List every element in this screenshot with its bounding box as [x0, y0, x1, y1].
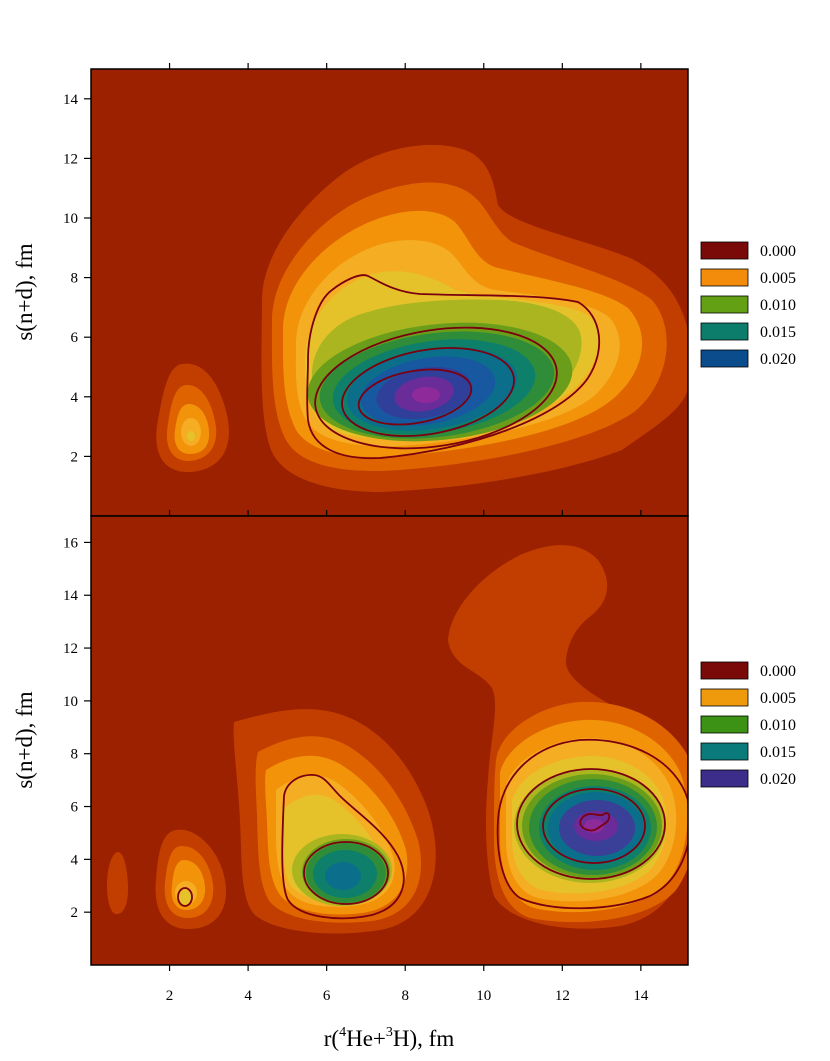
bottom-right-peak — [448, 545, 688, 929]
bottom-contour-line-right-3 — [542, 788, 646, 864]
bottom-middle-peak — [233, 709, 436, 934]
top-y-tick-label-14: 14 — [63, 92, 79, 108]
bottom-legend-swatch-0 — [700, 661, 749, 680]
bottom-contour-line-small — [177, 887, 193, 907]
top-small-peak — [156, 363, 229, 473]
top-legend-label-2: 0.010 — [760, 297, 796, 314]
bottom-y-axis: 2 4 6 8 10 12 14 16 — [63, 535, 91, 921]
top-contour-fill — [156, 145, 688, 492]
bottom-y-tick-label-14: 14 — [63, 588, 79, 604]
bottom-x-tick-label-2: 2 — [166, 988, 174, 1004]
bottom-x-tick-label-4: 4 — [244, 988, 252, 1004]
top-legend-swatch-0 — [700, 241, 749, 260]
bottom-contour-line-right-4 — [579, 812, 611, 832]
top-contour-line-2 — [314, 326, 558, 450]
top-contour-line-3 — [341, 347, 515, 437]
bottom-contour-fill — [107, 545, 688, 934]
top-y-tick-label-2: 2 — [71, 449, 79, 465]
bottom-x-tick-label-6: 6 — [323, 988, 331, 1004]
bottom-x-tick-label-14: 14 — [633, 988, 649, 1004]
bottom-contour-line-right-2 — [516, 768, 666, 880]
bottom-contour-line-right-outer — [496, 738, 688, 910]
bottom-x-tick-label-8: 8 — [401, 988, 409, 1004]
top-y-tick-label-6: 6 — [71, 330, 79, 346]
top-legend-label-0: 0.000 — [760, 243, 796, 260]
bottom-y-tick-label-12: 12 — [63, 641, 78, 657]
bottom-legend-label-2: 0.010 — [760, 717, 796, 734]
top-legend-swatch-1 — [700, 268, 749, 287]
top-legend-swatch-3 — [700, 322, 749, 341]
bottom-y-tick-label-8: 8 — [71, 747, 79, 763]
top-legend-swatch-4 — [700, 349, 749, 368]
bottom-contour-lines — [177, 738, 688, 920]
bottom-small-peak — [155, 829, 227, 930]
top-legend: 0.000 0.005 0.010 0.015 0.020 — [700, 241, 796, 368]
top-contour-line-outer — [306, 274, 601, 460]
bottom-legend-swatch-2 — [700, 715, 749, 734]
bottom-panel: 2 4 6 8 10 12 14 16 2 4 6 8 10 12 14 s(n+d), fm 0.000… — [12, 510, 796, 1004]
bottom-y-tick-label-2: 2 — [71, 905, 79, 921]
top-legend-swatch-2 — [700, 295, 749, 314]
bottom-legend-label-1: 0.005 — [760, 690, 796, 707]
bottom-y-tick-label-6: 6 — [71, 800, 79, 816]
top-legend-label-1: 0.005 — [760, 270, 796, 287]
top-y-tick-label-4: 4 — [71, 390, 79, 406]
bottom-contour-line-middle-outer — [281, 774, 405, 920]
top-y-axis: 2 4 6 8 10 12 14 — [63, 92, 91, 465]
bottom-y-tick-label-16: 16 — [63, 535, 79, 551]
bottom-y-tick-label-4: 4 — [71, 852, 79, 868]
top-y-tick-label-10: 10 — [63, 211, 78, 227]
bottom-contour-line-middle-inner — [303, 841, 389, 905]
bottom-x-tick-label-10: 10 — [476, 988, 491, 1004]
top-x-tickmarks — [168, 63, 642, 69]
bottom-y-axis-title: s(n+d), fm — [12, 691, 37, 788]
top-y-axis-title: s(n+d), fm — [12, 243, 37, 340]
bottom-y-tick-label-10: 10 — [63, 694, 78, 710]
bottom-legend-swatch-4 — [700, 769, 749, 788]
bottom-x-tick-label-12: 12 — [555, 988, 570, 1004]
bottom-x-axis: 2 4 6 8 10 12 14 — [166, 510, 649, 1004]
top-legend-label-3: 0.015 — [760, 324, 796, 341]
top-contour-lines — [306, 274, 601, 460]
bottom-legend-label-4: 0.020 — [760, 771, 796, 788]
bottom-plot-frame — [90, 515, 689, 966]
bottom-legend: 0.000 0.005 0.010 0.015 0.020 — [700, 661, 796, 788]
top-y-tick-label-8: 8 — [71, 271, 79, 287]
bottom-tiny-peak — [107, 852, 128, 915]
bottom-legend-label-0: 0.000 — [760, 663, 796, 680]
bottom-legend-swatch-3 — [700, 742, 749, 761]
bottom-legend-swatch-1 — [700, 688, 749, 707]
x-axis-title: r(4He+3H), fm — [324, 1025, 455, 1051]
top-legend-label-4: 0.020 — [760, 351, 796, 368]
top-y-tick-label-12: 12 — [63, 151, 78, 167]
bottom-legend-label-3: 0.015 — [760, 744, 796, 761]
top-contour-line-4 — [357, 368, 473, 426]
